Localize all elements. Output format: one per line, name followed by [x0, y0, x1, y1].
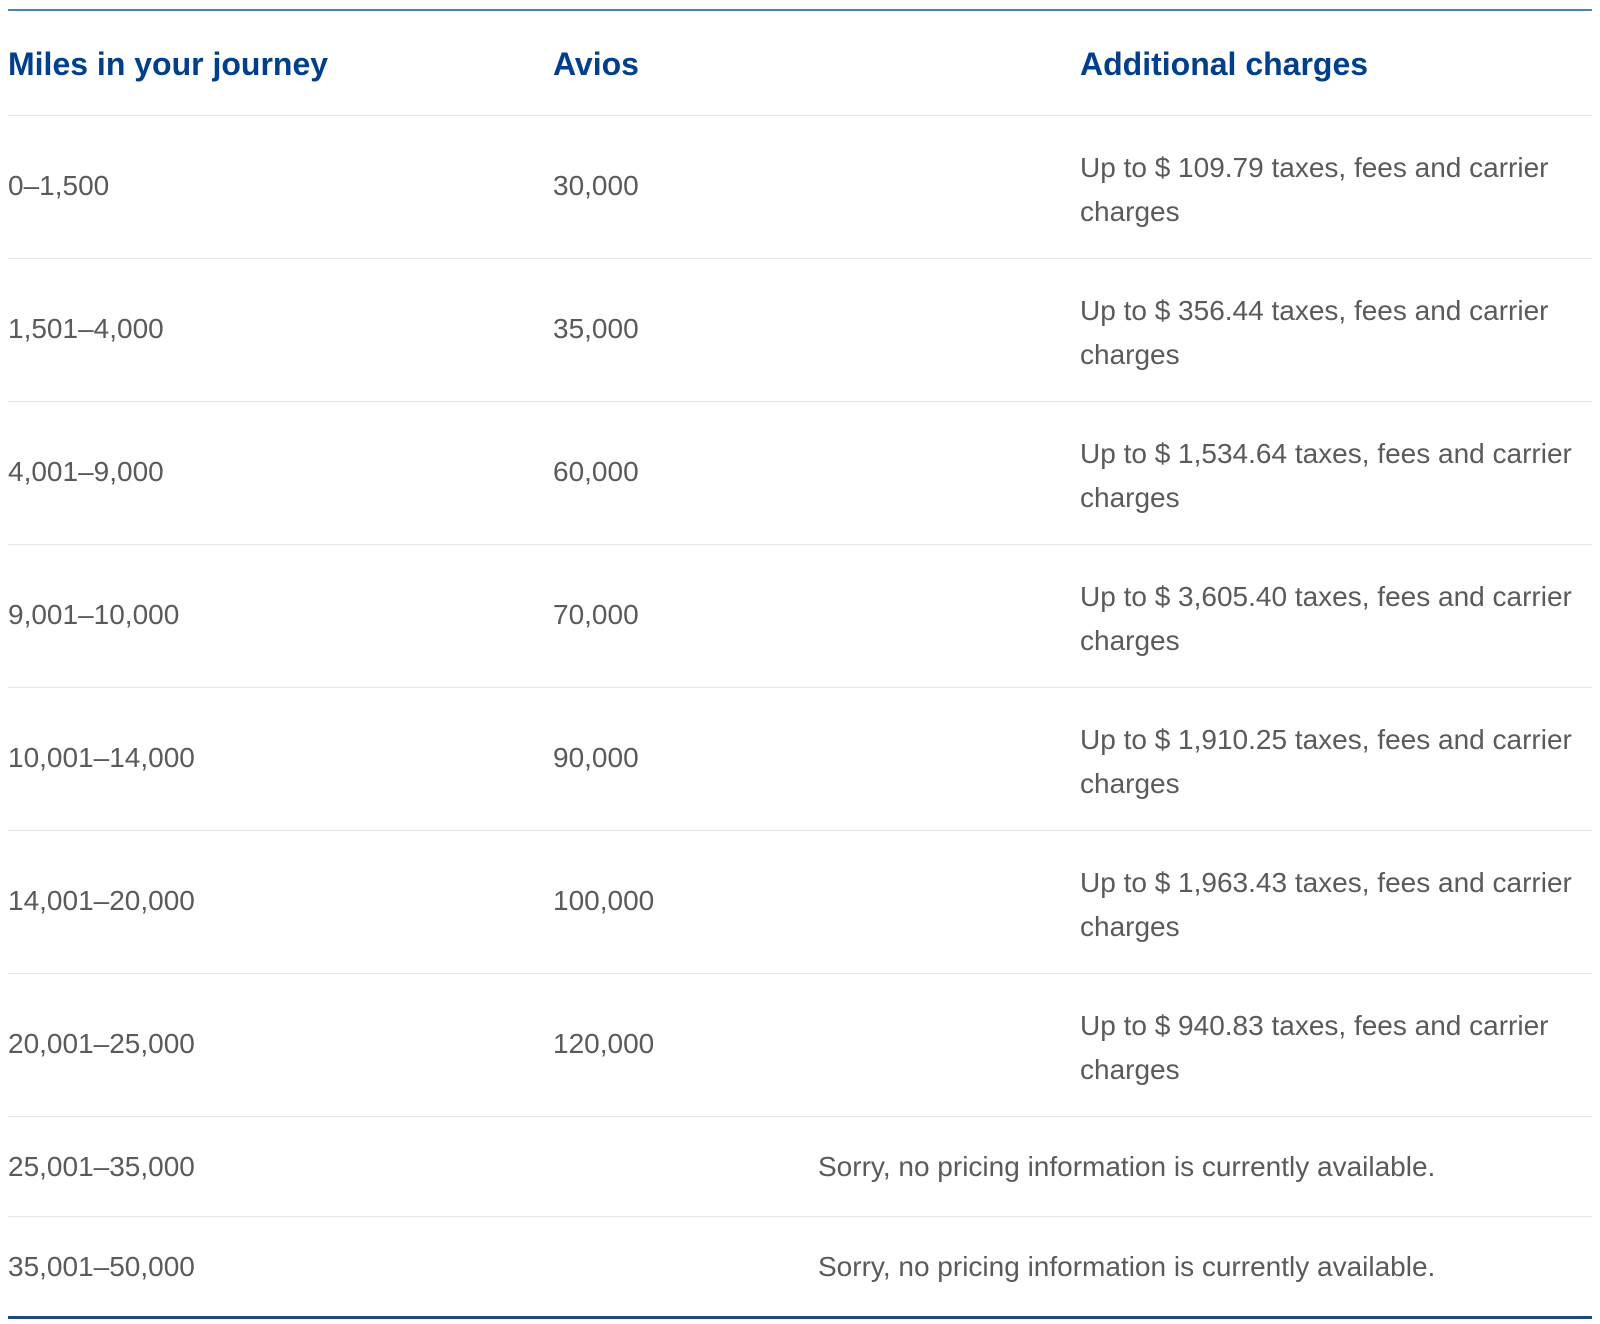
table-row: 10,001–14,000 90,000 Up to $ 1,910.25 ta…: [8, 688, 1592, 831]
charges-cell: Up to $ 1,910.25 taxes, fees and carrier…: [1080, 724, 1572, 799]
table-row: 35,001–50,000 Sorry, no pricing informat…: [8, 1217, 1592, 1316]
miles-range-cell: 0–1,500: [8, 170, 110, 201]
header-additional-charges: Additional charges: [1080, 46, 1369, 82]
miles-range-cell: 14,001–20,000: [8, 885, 195, 916]
avios-cell: 90,000: [553, 742, 639, 773]
charges-cell: Up to $ 1,534.64 taxes, fees and carrier…: [1080, 438, 1572, 513]
avios-pricing-table: Miles in your journey Avios Additional c…: [8, 9, 1592, 1319]
table-row: 14,001–20,000 100,000 Up to $ 1,963.43 t…: [8, 831, 1592, 974]
table-header-row: Miles in your journey Avios Additional c…: [8, 11, 1592, 116]
miles-range-cell: 1,501–4,000: [8, 313, 164, 344]
avios-cell: 70,000: [553, 599, 639, 630]
header-miles-in-journey: Miles in your journey: [8, 46, 329, 82]
pricing-unavailable-message: Sorry, no pricing information is current…: [818, 1251, 1436, 1282]
table-row: 4,001–9,000 60,000 Up to $ 1,534.64 taxe…: [8, 402, 1592, 545]
table-row: 20,001–25,000 120,000 Up to $ 940.83 tax…: [8, 974, 1592, 1117]
miles-range-cell: 20,001–25,000: [8, 1028, 195, 1059]
header-avios: Avios: [553, 46, 639, 82]
miles-range-cell: 10,001–14,000: [8, 742, 195, 773]
miles-range-cell: 25,001–35,000: [8, 1151, 195, 1182]
table-row: 1,501–4,000 35,000 Up to $ 356.44 taxes,…: [8, 259, 1592, 402]
pricing-unavailable-message: Sorry, no pricing information is current…: [818, 1151, 1436, 1182]
avios-cell: 120,000: [553, 1028, 655, 1059]
avios-cell: 30,000: [553, 170, 639, 201]
table-row: 25,001–35,000 Sorry, no pricing informat…: [8, 1117, 1592, 1217]
avios-cell: 35,000: [553, 313, 639, 344]
charges-cell: Up to $ 356.44 taxes, fees and carrier c…: [1080, 295, 1549, 370]
avios-cell: 100,000: [553, 885, 655, 916]
charges-cell: Up to $ 940.83 taxes, fees and carrier c…: [1080, 1010, 1549, 1085]
charges-cell: Up to $ 1,963.43 taxes, fees and carrier…: [1080, 867, 1572, 942]
avios-cell: 60,000: [553, 456, 639, 487]
miles-range-cell: 9,001–10,000: [8, 599, 180, 630]
charges-cell: Up to $ 109.79 taxes, fees and carrier c…: [1080, 152, 1549, 227]
charges-cell: Up to $ 3,605.40 taxes, fees and carrier…: [1080, 581, 1572, 656]
table-row: 9,001–10,000 70,000 Up to $ 3,605.40 tax…: [8, 545, 1592, 688]
table-row: 0–1,500 30,000 Up to $ 109.79 taxes, fee…: [8, 116, 1592, 259]
miles-range-cell: 35,001–50,000: [8, 1251, 195, 1282]
miles-range-cell: 4,001–9,000: [8, 456, 164, 487]
